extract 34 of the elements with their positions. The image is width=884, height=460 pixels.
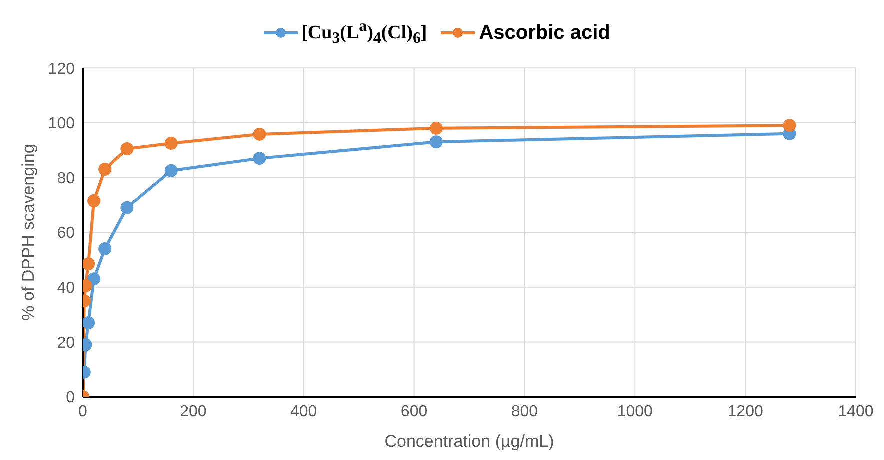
x-tick-label: 400 (290, 403, 318, 420)
point (253, 152, 266, 166)
x-tick-label: 1000 (617, 403, 654, 420)
point (164, 164, 178, 178)
x-tick-label: 1200 (728, 403, 764, 420)
point (98, 242, 112, 256)
point (98, 163, 112, 176)
x-axis-title: Concentration (µg/mL) (384, 432, 554, 451)
y-tick-label: 40 (57, 280, 76, 298)
y-tick-label: 80 (57, 170, 76, 188)
point (120, 201, 134, 214)
x-tick-label: 600 (400, 403, 428, 420)
x-tick-label: 0 (78, 403, 88, 420)
point (83, 258, 96, 271)
y-tick-label: 60 (57, 225, 76, 242)
y-axis-title: % of DPPH scavenging (19, 144, 38, 321)
y-tick-label: 100 (48, 116, 76, 133)
point (83, 316, 96, 330)
y-tick-label: 0 (66, 390, 76, 407)
point (120, 142, 134, 156)
point (88, 194, 101, 208)
x-tick-label: 800 (511, 403, 538, 420)
y-tick-label: 120 (48, 60, 76, 78)
x-tick-label: 200 (180, 403, 207, 420)
x-tick-label: 1400 (838, 403, 874, 420)
legend-label: Ascorbic acid (479, 22, 610, 45)
text: [Cu$_{3}$(L$^{a}$)$_{4}$(Cl)$_{6}$] (302, 18, 428, 48)
point (164, 136, 178, 150)
point (783, 119, 796, 132)
point (430, 136, 443, 149)
y-tick-label: 20 (57, 334, 76, 352)
point (253, 128, 266, 141)
point (430, 122, 443, 135)
point (88, 272, 101, 286)
